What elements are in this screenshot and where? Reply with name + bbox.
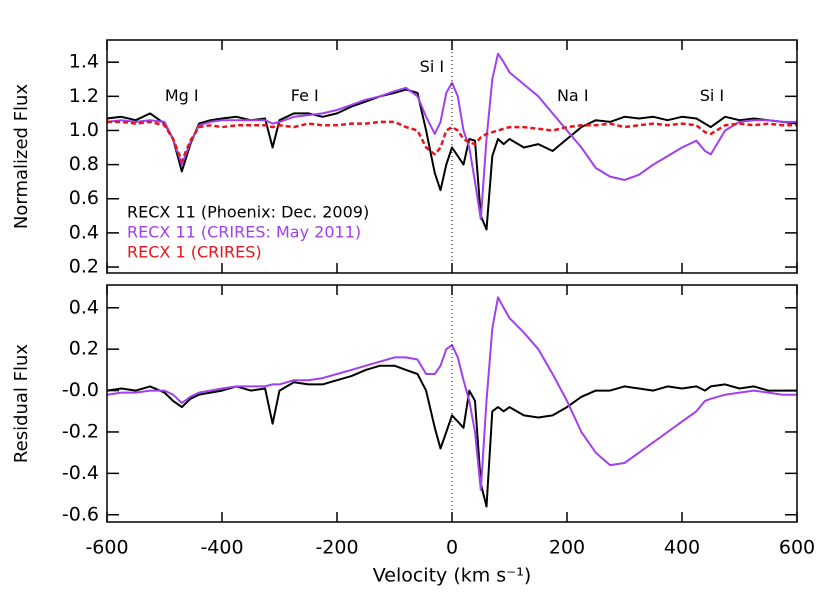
- line-annotation: Na I: [557, 86, 589, 105]
- spectrum-line: [106, 88, 798, 231]
- line-annotation: Si I: [700, 86, 724, 105]
- y-tick-label: -0.6: [62, 503, 99, 525]
- line-annotation: Mg I: [165, 86, 199, 105]
- y-tick-label: -0.0: [62, 379, 99, 401]
- spectrum-line: [107, 120, 797, 163]
- y-tick-label: 0.6: [69, 187, 99, 209]
- x-tick-label: 600: [779, 537, 815, 559]
- line-annotation: Si I: [420, 57, 444, 76]
- x-tick-label: 200: [549, 537, 585, 559]
- y-axis-label: Residual Flux: [11, 344, 32, 464]
- y-tick-label: 0.4: [69, 221, 99, 243]
- legend-entry: RECX 11 (CRIRES: May 2011): [127, 223, 361, 242]
- y-tick-label: 0.8: [69, 153, 99, 175]
- legend-entry: RECX 1 (CRIRES): [127, 243, 262, 262]
- plot-frame: [106, 284, 798, 523]
- line-annotation: Fe I: [291, 86, 319, 105]
- y-tick-label: 1.4: [69, 51, 99, 73]
- x-tick-label: -600: [85, 537, 128, 559]
- y-tick-label: -0.4: [62, 462, 99, 484]
- spectrum-line: [106, 364, 797, 508]
- y-axis-label: Normalized Flux: [11, 84, 32, 230]
- x-tick-label: 0: [446, 537, 458, 559]
- y-tick-label: 0.4: [69, 296, 99, 318]
- y-tick-label: 0.2: [69, 256, 99, 278]
- y-tick-label: 0.2: [69, 338, 99, 360]
- spectrum-line: [106, 52, 797, 221]
- x-tick-label: -200: [315, 537, 358, 559]
- x-tick-label: 400: [664, 537, 700, 559]
- x-axis-label: Velocity (km s⁻¹): [373, 565, 532, 587]
- spectrum-line: [106, 296, 797, 491]
- y-tick-label: -0.2: [62, 420, 99, 442]
- y-tick-label: 1.0: [69, 119, 99, 141]
- x-tick-label: -400: [200, 537, 243, 559]
- y-tick-label: 1.2: [69, 85, 99, 107]
- legend-entry: RECX 11 (Phoenix: Dec. 2009): [127, 203, 369, 222]
